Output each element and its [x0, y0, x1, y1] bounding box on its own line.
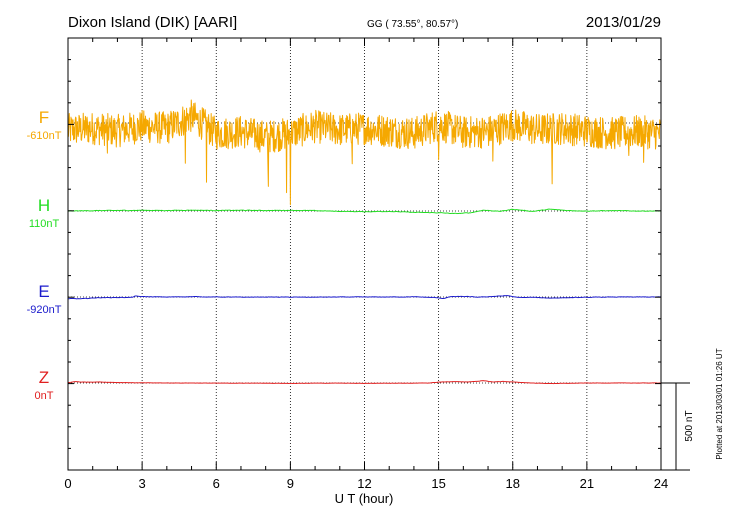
axis-ticks: [67, 37, 662, 470]
component-label-Z: Z: [39, 368, 49, 387]
x-tick-label: 9: [287, 476, 294, 491]
x-tick-label: 24: [654, 476, 668, 491]
baseline-value-H: 110nT: [29, 218, 60, 230]
scale-bar: 500 nT: [661, 382, 695, 471]
component-label-E: E: [38, 282, 49, 301]
x-tick-label: 12: [357, 476, 371, 491]
plotted-timestamp: Plotted at 2013/03/01 01:26 UT: [715, 348, 724, 459]
station-coordinates: GG ( 73.55°, 80.57°): [367, 19, 458, 30]
x-tick-label: 3: [139, 476, 146, 491]
series-lines: [67, 99, 662, 385]
x-tick-label: 18: [506, 476, 520, 491]
x-tick-label: 6: [213, 476, 220, 491]
chart-title: Dixon Island (DIK) [AARI]: [68, 14, 237, 31]
component-label-F: F: [39, 108, 49, 127]
baseline-value-E: -920nT: [27, 304, 62, 316]
x-tick-labels: 0 3 6 9 12 15 18 21 24: [64, 476, 668, 491]
series-line-Z: [67, 380, 662, 385]
component-label-H: H: [38, 196, 50, 215]
series-line-E: [67, 295, 661, 300]
grid-lines: [141, 38, 588, 470]
x-tick-label: 21: [580, 476, 594, 491]
x-tick-label: 0: [64, 476, 71, 491]
series-line-F: [67, 99, 662, 206]
scale-bar-label: 500 nT: [684, 410, 695, 441]
x-tick-label: 15: [431, 476, 445, 491]
baseline-value-Z: 0nT: [35, 390, 54, 402]
baseline-value-F: -610nT: [27, 130, 62, 142]
component-labels: F -610nT H 110nT E -920nT Z 0nT: [27, 108, 62, 402]
series-line-H: [67, 208, 662, 215]
chart-date: 2013/01/29: [586, 14, 661, 31]
x-axis-label: U T (hour): [335, 491, 394, 506]
